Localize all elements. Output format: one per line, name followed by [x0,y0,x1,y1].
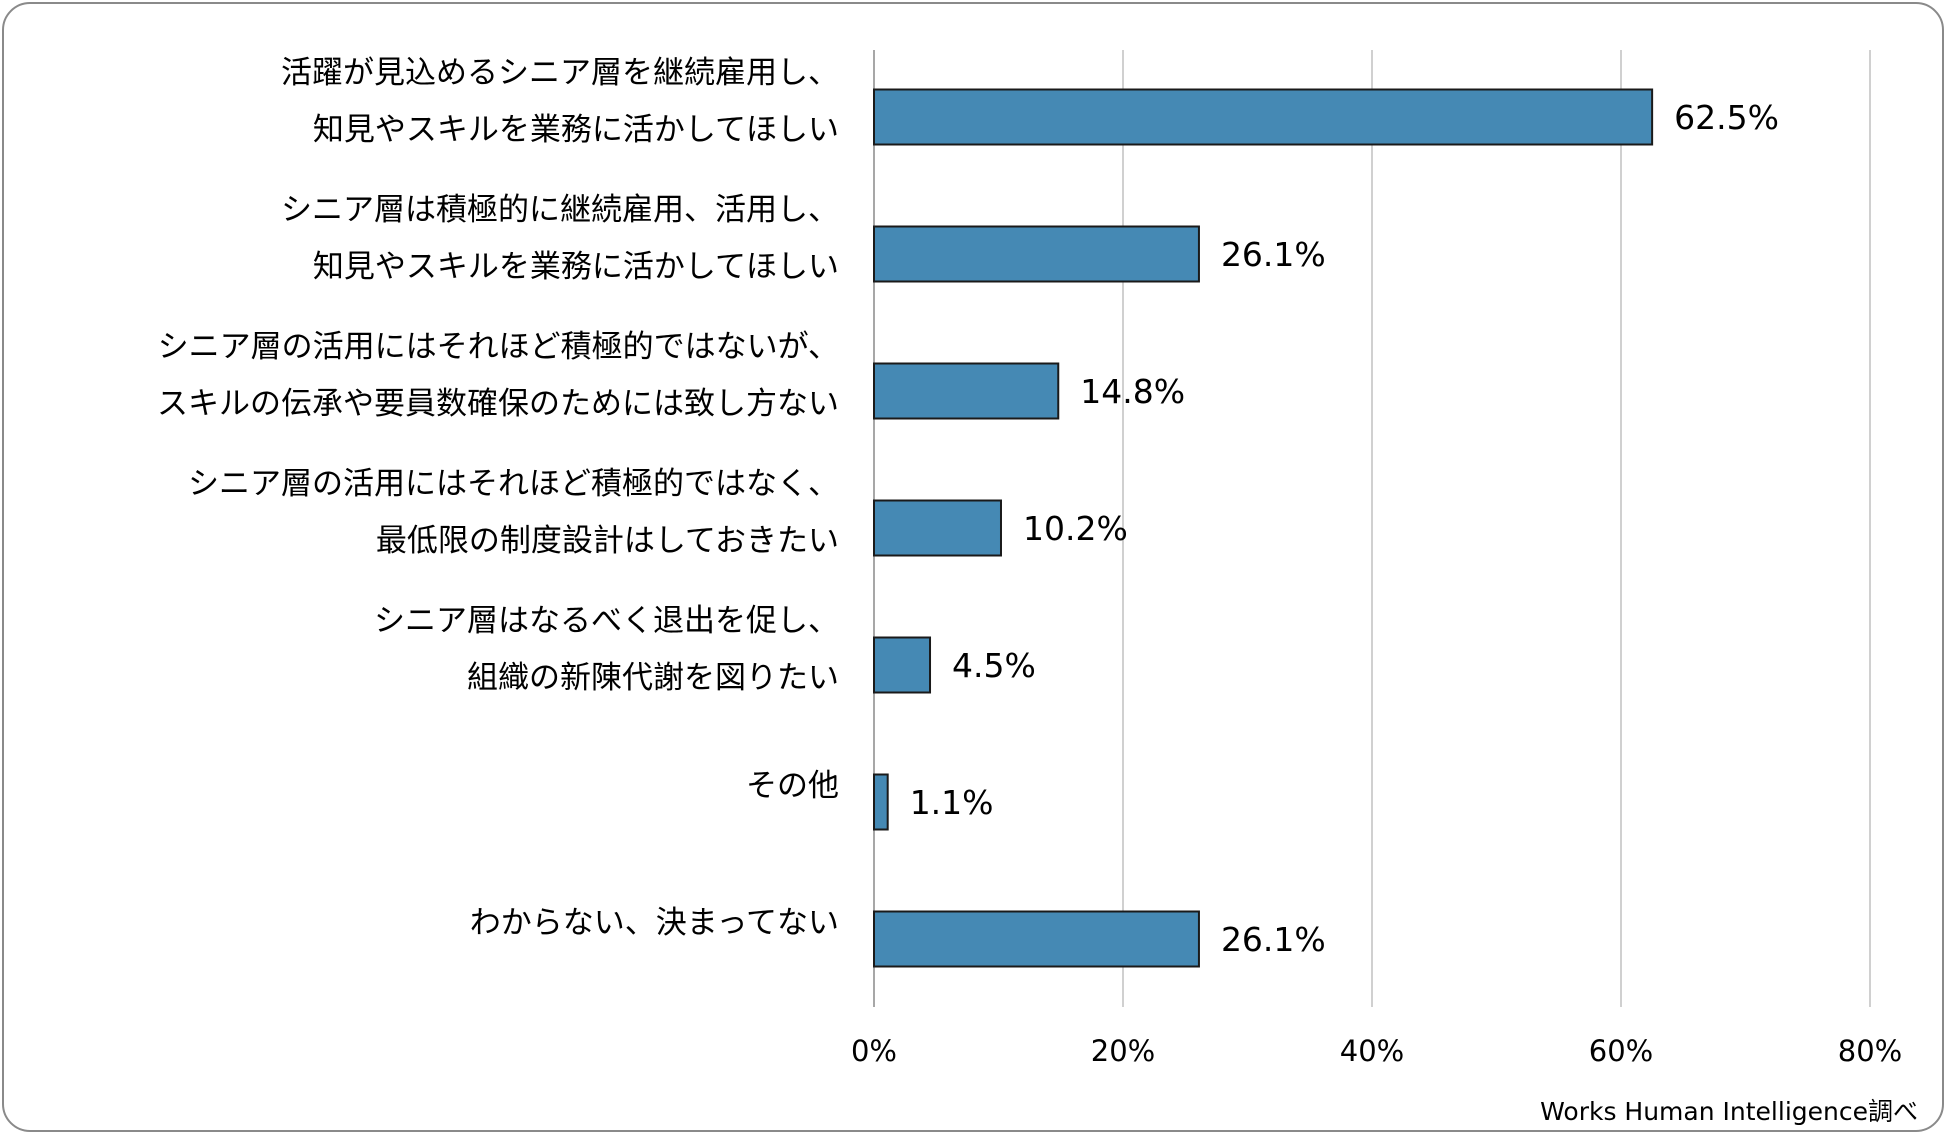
bar [873,773,889,831]
category-label: 活躍が見込めるシニア層を継続雇用し、 [281,55,839,91]
data-label: 26.1% [1221,920,1326,959]
bar [873,499,1002,557]
bar [873,88,1654,146]
x-tick-label: 60% [1589,1034,1653,1068]
category-label: 最低限の制度設計はしておきたい [376,523,839,559]
gridlines [873,50,1871,1007]
source-note: Works Human Intelligence調べ [1540,1097,1918,1126]
x-tick-label: 40% [1340,1034,1404,1068]
category-label: シニア層はなるべく退出を促し、 [374,603,839,639]
category-label: シニア層の活用にはそれほど積極的ではないが、 [158,329,839,365]
value-labels: 62.5% 26.1% 14.8% 10.2% 4.5% 1.1% 26.1% [910,98,1779,959]
x-tick-labels: 0% 20% 40% 60% 80% [851,1034,1902,1068]
bar [873,225,1200,283]
category-label: 組織の新陳代謝を図りたい [467,660,839,696]
bar [873,910,1200,968]
category-labels: 活躍が見込めるシニア層を継続雇用し、知見やスキルを業務に活かしてほしいシニア層は… [157,55,839,941]
category-label: 知見やスキルを業務に活かしてほしい [313,112,839,148]
category-label: わからない、決まってない [470,905,839,941]
category-label: シニア層は積極的に継続雇用、活用し、 [281,192,839,228]
bar [873,636,932,694]
bars [873,88,1654,968]
category-label: 知見やスキルを業務に活かしてほしい [313,249,839,285]
data-label: 10.2% [1023,509,1128,548]
data-label: 62.5% [1674,98,1779,137]
data-label: 26.1% [1221,235,1326,274]
category-label: スキルの伝承や要員数確保のためには致し方ない [157,386,839,422]
x-tick-label: 80% [1838,1034,1902,1068]
category-label: シニア層の活用にはそれほど積極的ではなく、 [188,466,839,502]
x-tick-label: 0% [851,1034,897,1068]
data-label: 1.1% [910,783,994,822]
x-tick-label: 20% [1091,1034,1155,1068]
category-label: その他 [746,768,839,804]
data-label: 4.5% [952,646,1036,685]
data-label: 14.8% [1080,372,1185,411]
bar [873,362,1060,420]
